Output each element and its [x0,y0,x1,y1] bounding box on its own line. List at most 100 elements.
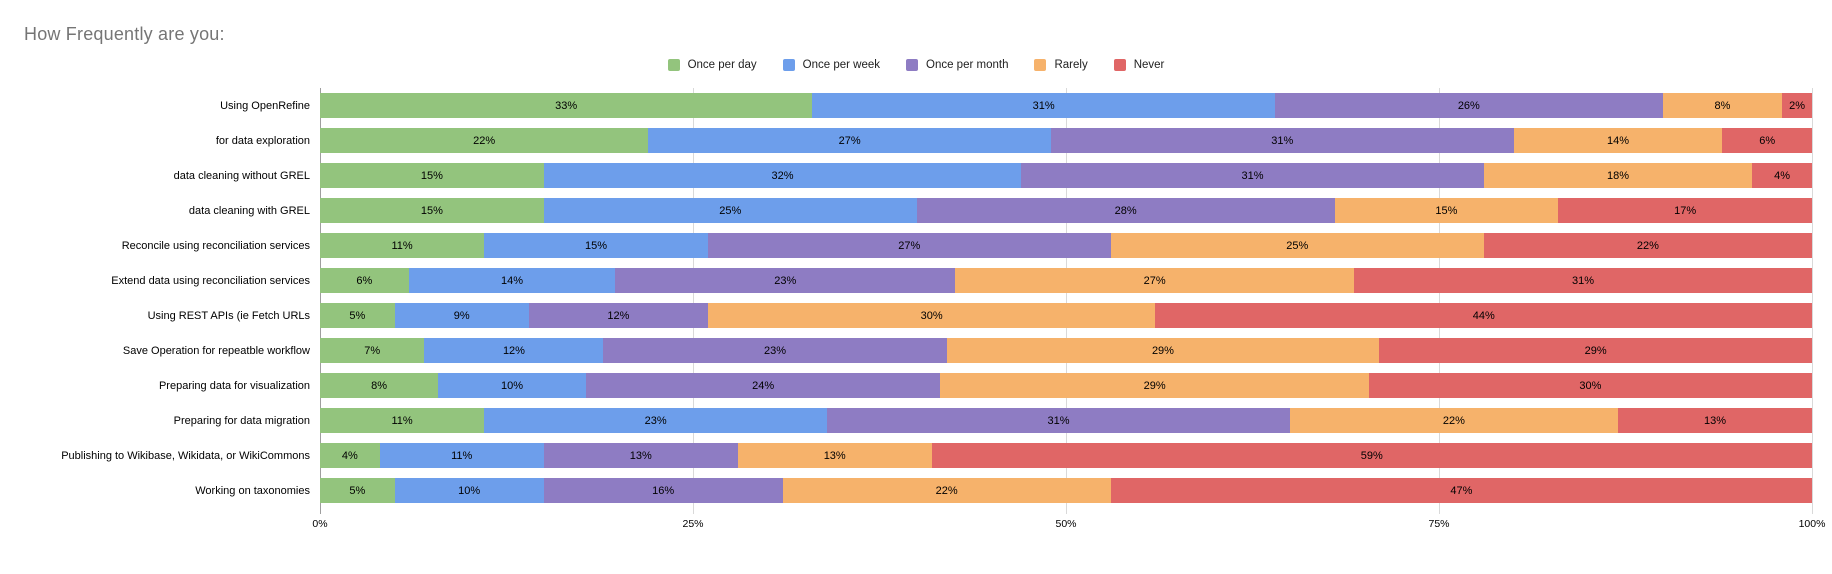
bar-segment[interactable]: 22% [782,478,1111,503]
segment-value: 29% [1151,344,1174,357]
bar-segment[interactable]: 29% [940,373,1369,398]
bar-segment[interactable]: 6% [1722,128,1812,153]
segment-value: 8% [1714,99,1731,112]
segment-value: 12% [502,344,525,357]
bar-segment[interactable]: 27% [648,128,1052,153]
bar-segment[interactable]: 29% [946,338,1380,363]
bar-segment[interactable]: 15% [320,163,544,188]
bar-segment[interactable]: 10% [394,478,544,503]
segment-value: 28% [1114,204,1137,217]
chart-row: Extend data using reconciliation service… [20,263,1812,298]
bar-segment[interactable]: 13% [737,443,932,468]
x-tick-label: 100% [1798,518,1826,530]
bar-segment[interactable]: 27% [707,233,1111,258]
bar-segment[interactable]: 4% [320,443,380,468]
bar-segment[interactable]: 28% [916,198,1335,223]
x-tick-label: 0% [312,518,328,530]
bar-segment[interactable]: 8% [320,373,439,398]
x-tick-label: 50% [1055,518,1077,530]
segment-value: 6% [1759,134,1776,147]
segment-value: 29% [1584,344,1607,357]
segment-value: 16% [652,484,675,497]
bar-segment[interactable]: 23% [484,408,828,433]
bar-track: 7% 12% 23% 29% 29% [320,338,1812,363]
bar-segment[interactable]: 24% [585,373,941,398]
bar-track: 8% 10% 24% 29% 30% [320,373,1812,398]
bar-segment[interactable]: 13% [1618,408,1812,433]
bar-segment[interactable]: 30% [1368,373,1812,398]
bar-track: 4% 11% 13% 13% 59% [320,443,1812,468]
bar-segment[interactable]: 17% [1558,198,1812,223]
bar-segment[interactable]: 10% [438,373,586,398]
bar-segment[interactable]: 59% [931,443,1812,468]
segment-value: 59% [1360,449,1383,462]
bar-segment[interactable]: 12% [528,303,708,328]
segment-value: 15% [420,169,443,182]
bar-segment[interactable]: 6% [320,268,409,293]
bar-segment[interactable]: 12% [424,338,604,363]
bar-segment[interactable]: 44% [1155,303,1812,328]
bar-segment[interactable]: 4% [1752,163,1812,188]
bar-segment[interactable]: 22% [1289,408,1619,433]
legend-swatch-icon [1034,59,1047,71]
bar-segment[interactable]: 31% [827,408,1290,433]
bar-segment[interactable]: 47% [1110,478,1812,503]
segment-value: 30% [1579,379,1602,392]
category-label: Using REST APIs (ie Fetch URLs [147,309,310,322]
segment-value: 24% [752,379,775,392]
segment-value: 22% [935,484,958,497]
bar-segment[interactable]: 11% [320,233,485,258]
segment-value: 27% [838,134,861,147]
bar-segment[interactable]: 11% [379,443,544,468]
segment-value: 5% [349,309,366,322]
bar-segment[interactable]: 29% [1379,338,1812,363]
x-tick-label: 25% [682,518,704,530]
category-label: Preparing for data migration [173,414,310,427]
bar-segment[interactable]: 2% [1782,93,1812,118]
bar-segment[interactable]: 26% [1274,93,1663,118]
bar-segment[interactable]: 30% [707,303,1156,328]
bar-segment[interactable]: 5% [320,478,395,503]
bar-segment[interactable]: 13% [543,443,738,468]
segment-value: 15% [584,239,608,252]
bar-segment[interactable]: 23% [615,268,956,293]
bar-segment[interactable]: 22% [1483,233,1812,258]
segment-value: 4% [341,449,358,462]
legend: Once per day Once per week Once per month R… [0,59,1832,71]
bar-segment[interactable]: 15% [1334,198,1559,223]
bar-segment[interactable]: 31% [812,93,1275,118]
bar-segment[interactable]: 14% [408,268,616,293]
bar-segment[interactable]: 31% [1051,128,1514,153]
bar-segment[interactable]: 25% [1110,233,1484,258]
bar-segment[interactable]: 33% [320,93,813,118]
bar-segment[interactable]: 27% [955,268,1355,293]
bar-segment[interactable]: 22% [320,128,649,153]
bar-segment[interactable]: 9% [394,303,529,328]
category-label: Working on taxonomies [195,484,310,497]
bar-segment[interactable]: 18% [1483,163,1753,188]
chart-row: Save Operation for repeatble workflow 7% 1… [20,333,1812,368]
chart-row: Working on taxonomies 5% 10% 16% 22% 47% [20,473,1812,508]
bar-segment[interactable]: 31% [1354,268,1812,293]
segment-value: 22% [1442,414,1465,427]
bar-track: 22% 27% 31% 14% 6% [320,128,1812,153]
bar-segment[interactable]: 23% [603,338,947,363]
legend-item: Once per month [906,59,1008,71]
bar-segment[interactable]: 16% [543,478,783,503]
bar-segment[interactable]: 31% [1021,163,1484,188]
bar-segment[interactable]: 5% [320,303,395,328]
bar-segment[interactable]: 15% [484,233,708,258]
segment-value: 44% [1472,309,1495,322]
segment-value: 25% [1286,239,1309,252]
legend-item: Never [1113,59,1164,71]
bar-segment[interactable]: 14% [1513,128,1723,153]
bar-segment[interactable]: 25% [543,198,917,223]
bar-segment[interactable]: 8% [1662,93,1783,118]
bar-segment[interactable]: 15% [320,198,544,223]
segment-value: 11% [451,449,473,462]
bar-segment[interactable]: 7% [320,338,425,363]
bar-track: 15% 32% 31% 18% 4% [320,163,1812,188]
bar-segment[interactable]: 11% [320,408,485,433]
bar-segment[interactable]: 32% [543,163,1022,188]
chart-title: How Frequently are you: [24,24,225,44]
